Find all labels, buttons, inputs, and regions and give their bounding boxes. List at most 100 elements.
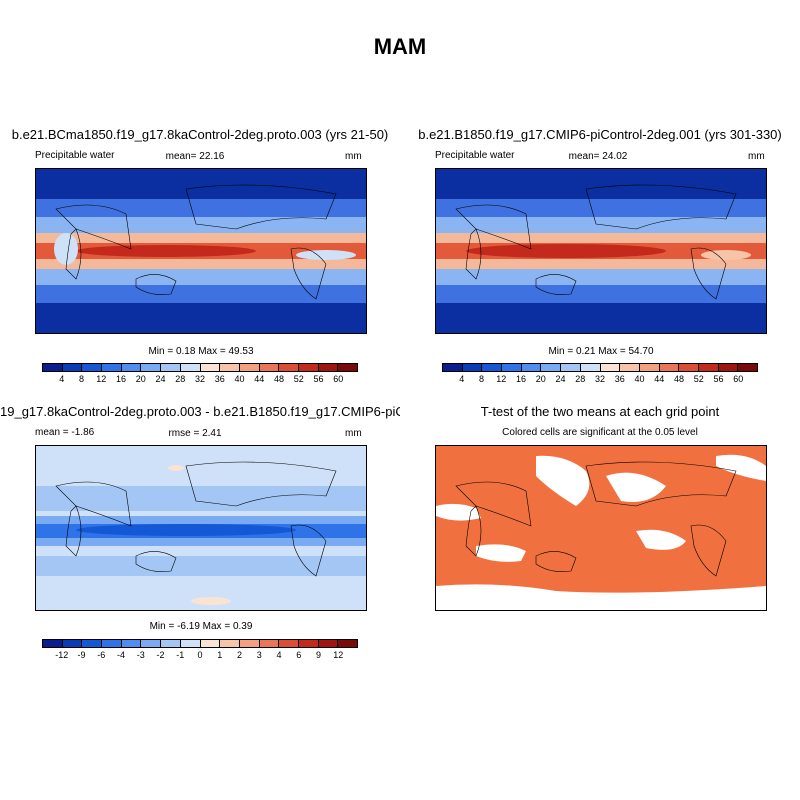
- panel3-colorbar-swatch-12: [279, 640, 299, 647]
- panel2-colorbar-tick-label: 28: [575, 374, 586, 384]
- panel3-rmse-label: rmse = 2.41: [168, 428, 222, 439]
- panel1-left-label: Precipitable water: [35, 150, 115, 161]
- panel3-colorbar-swatch-3: [102, 640, 122, 647]
- panel3-colorbar-swatch-2: [82, 640, 103, 647]
- panel3-colorbar-swatch-10: [239, 640, 260, 647]
- panel1-colorbar-swatch-3: [102, 364, 122, 371]
- panel3-minmax: Min = -6.19 Max = 0.39: [149, 621, 253, 632]
- panel1-colorbar-tick-label: 24: [155, 374, 166, 384]
- panel3-colorbar-swatch-15: [338, 640, 357, 647]
- panel2-title: b.e21.B1850.f19_g17.CMIP6-piControl-2deg…: [418, 127, 782, 142]
- panel2-colorbar-swatch-10: [639, 364, 660, 371]
- panel2-colorbar-tick-label: 44: [654, 374, 665, 384]
- panel3-colorbar-tick-label: -1: [176, 650, 185, 660]
- panel1-colorbar-tick-label: 32: [194, 374, 206, 384]
- panel1-colorbar-tick-label: 20: [135, 374, 146, 384]
- panel2-colorbar-swatch-3: [502, 364, 522, 371]
- panel2-colorbar-tick-label: 32: [594, 374, 606, 384]
- panel3-colorbar-tick-label: 2: [236, 650, 243, 660]
- panel1-colorbar-swatch-12: [279, 364, 299, 371]
- panel1-colorbar-ticks: 4 8 12 16 20 24 28 32 36 40 44 48 52 56 60: [42, 374, 358, 386]
- panel2-colorbar: [442, 363, 758, 372]
- panel2-colorbar-swatch-13: [698, 364, 719, 371]
- figure-title: MAM: [373, 34, 427, 59]
- panel1-colorbar-tick-label: 56: [313, 374, 324, 384]
- panel1-colorbar-tick-label: 16: [115, 374, 127, 384]
- panel1-colorbar-swatch-4: [121, 364, 142, 371]
- panel3-units-label: mm: [345, 428, 362, 439]
- panel3-colorbar-tick-label: -12: [55, 650, 69, 660]
- panel3-title: 19_g17.8kaControl-2deg.proto.003 - b.e21…: [0, 404, 400, 419]
- panel2-colorbar-tick-label: 56: [713, 374, 724, 384]
- panel1-colorbar-tick-label: 28: [175, 374, 186, 384]
- panel3-colorbar-tick-label: -4: [116, 650, 126, 660]
- panel1-colorbar-tick-label: 52: [293, 374, 304, 384]
- panel2-colorbar-swatch-2: [482, 364, 503, 371]
- panel3-colorbar-tick-label: 3: [256, 650, 262, 660]
- panel1-title: b.e21.BCma1850.f19_g17.8kaControl-2deg.p…: [11, 127, 389, 142]
- panel1-colorbar-swatch-6: [161, 364, 181, 371]
- panel3-colorbar-tick-label: -3: [136, 650, 145, 660]
- panel2-colorbar-tick-label: 40: [634, 374, 645, 384]
- panel1-colorbar-swatch-0: [43, 364, 63, 371]
- panel3-colorbar-ticks: -12 -9 -6 -4 -3 -2 -1 0 1 2 3 4 6 9 12: [42, 650, 358, 662]
- panel1-map: [35, 168, 367, 334]
- panel2-colorbar-swatch-8: [600, 364, 621, 371]
- panel2-colorbar-tick-label: 24: [555, 374, 566, 384]
- panel1-colorbar-swatch-11: [259, 364, 280, 371]
- panel1-colorbar-swatch-7: [180, 364, 201, 371]
- panel3-colorbar-swatch-5: [141, 640, 162, 647]
- panel3-colorbar-swatch-1: [62, 640, 83, 647]
- panel1-colorbar-swatch-15: [338, 364, 357, 371]
- panel4-map: [435, 445, 767, 611]
- panel2-minmax: Min = 0.21 Max = 54.70: [548, 346, 654, 357]
- panel2-colorbar-swatch-6: [561, 364, 581, 371]
- panel3-colorbar-tick-label: -9: [77, 650, 86, 660]
- panel1-mean-label: mean= 22.16: [165, 151, 225, 162]
- panel3-colorbar-tick-label: 4: [276, 650, 282, 660]
- panel1-colorbar-tick-label: 4: [59, 374, 65, 384]
- panel3-colorbar-tick-label: -6: [97, 650, 106, 660]
- panel3-colorbar-swatch-8: [200, 640, 221, 647]
- panel1-colorbar-swatch-2: [82, 364, 103, 371]
- panel3-colorbar-swatch-11: [259, 640, 280, 647]
- panel2-colorbar-swatch-11: [659, 364, 680, 371]
- panel1-colorbar-tick-label: 40: [234, 374, 245, 384]
- panel1-colorbar-swatch-1: [62, 364, 83, 371]
- panel2-colorbar-tick-label: 12: [496, 374, 507, 384]
- panel1-colorbar-swatch-14: [318, 364, 339, 371]
- panel3-colorbar-tick-label: 6: [296, 650, 302, 660]
- panel3-colorbar: [42, 639, 358, 648]
- panel2-colorbar-tick-label: 8: [478, 374, 485, 384]
- panel1-colorbar-swatch-13: [298, 364, 319, 371]
- panel1-units-label: mm: [345, 151, 362, 162]
- panel2-colorbar-tick-label: 4: [459, 374, 465, 384]
- panel1-colorbar-tick-label: 48: [273, 374, 285, 384]
- panel4-subtitle: Colored cells are significant at the 0.0…: [502, 427, 698, 438]
- panel3-colorbar-tick-label: 9: [315, 650, 322, 660]
- panel4-title: T-test of the two means at each grid poi…: [480, 404, 720, 419]
- panel2-colorbar-swatch-0: [443, 364, 463, 371]
- panel2-colorbar-swatch-14: [718, 364, 739, 371]
- panel1-colorbar: [42, 363, 358, 372]
- panel2-colorbar-swatch-4: [521, 364, 542, 371]
- panel1-colorbar-swatch-9: [220, 364, 240, 371]
- panel3-colorbar-swatch-14: [318, 640, 339, 647]
- panel3-colorbar-swatch-4: [121, 640, 142, 647]
- panel1-minmax: Min = 0.18 Max = 49.53: [148, 346, 254, 357]
- panel2-colorbar-swatch-5: [541, 364, 562, 371]
- panel3-colorbar-tick-label: -2: [156, 650, 165, 660]
- panel3-colorbar-tick-label: 12: [333, 650, 344, 660]
- panel3-colorbar-swatch-0: [43, 640, 63, 647]
- panel2-colorbar-swatch-12: [679, 364, 699, 371]
- panel2-colorbar-swatch-7: [580, 364, 601, 371]
- panel3-colorbar-swatch-6: [161, 640, 181, 647]
- panel1-colorbar-swatch-8: [200, 364, 221, 371]
- panel3-colorbar-tick-label: 0: [197, 650, 203, 660]
- panel1-colorbar-tick-label: 8: [78, 374, 85, 384]
- panel2-mean-label: mean= 24.02: [568, 151, 628, 162]
- panel2-colorbar-swatch-15: [738, 364, 757, 371]
- panel2-colorbar-tick-label: 36: [614, 374, 625, 384]
- panel1-colorbar-swatch-10: [239, 364, 260, 371]
- panel2-colorbar-ticks: 4 8 12 16 20 24 28 32 36 40 44 48 52 56 60: [442, 374, 758, 386]
